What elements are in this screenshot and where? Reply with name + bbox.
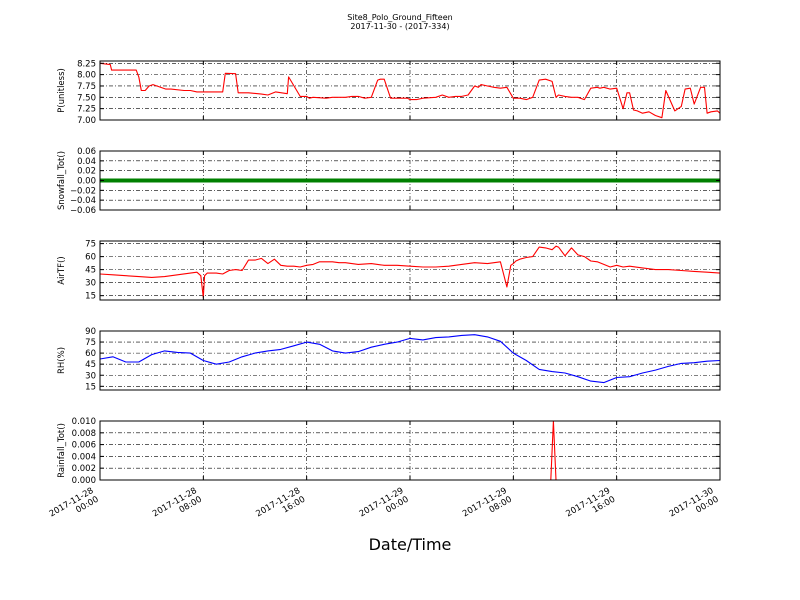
y-axis-label: AirTF() xyxy=(57,256,67,284)
y-tick-label: 7.50 xyxy=(77,93,96,103)
y-tick-label: 7.75 xyxy=(77,82,96,92)
y-axis-label: P(unitless) xyxy=(57,68,67,113)
y-tick-label: 0.004 xyxy=(72,452,96,462)
y-tick-label: 0.008 xyxy=(72,429,96,439)
y-axis-label: Snowfall_Tot() xyxy=(57,151,67,210)
y-tick-label: 0.000 xyxy=(72,476,96,486)
y-tick-label: 30 xyxy=(85,279,96,289)
y-tick-label: 0.02 xyxy=(77,167,96,177)
y-tick-label: −0.04 xyxy=(70,196,96,206)
y-tick-label: 60 xyxy=(85,253,96,263)
subplot-0: 7.007.25 7.507.758.00 8.25 P(unitless) xyxy=(57,59,721,126)
y-tick-label: 45 xyxy=(85,360,96,370)
series-line xyxy=(99,334,721,384)
y-tick-label: 8.00 xyxy=(77,71,96,81)
y-tick-label: 0.010 xyxy=(72,417,96,427)
y-tick-label: 0.002 xyxy=(72,464,96,474)
y-tick-label: 0.006 xyxy=(72,441,96,451)
chart-title: Site8_Polo_Ground_Fifteen xyxy=(347,13,452,22)
y-tick-label: 15 xyxy=(85,292,96,302)
y-tick-label: 0.06 xyxy=(77,147,96,157)
y-tick-label: 8.25 xyxy=(77,59,96,69)
y-tick-label: 45 xyxy=(85,266,96,276)
subplot-1: −0.06−0.04−0.020.000.020.040.06 Snowfall_… xyxy=(57,147,721,216)
chart-subtitle: 2017-11-30 - (2017-334) xyxy=(350,22,449,31)
series-line xyxy=(99,245,721,298)
y-tick-label: 60 xyxy=(85,349,96,359)
y-tick-label: 7.00 xyxy=(77,116,96,126)
y-axis-label: RH(%) xyxy=(57,347,67,374)
y-tick-label: 0.04 xyxy=(77,157,96,167)
y-tick-label: 0.00 xyxy=(77,177,96,187)
y-tick-label: 90 xyxy=(85,327,96,337)
y-tick-label: 7.25 xyxy=(77,105,96,115)
series-line xyxy=(99,62,721,119)
subplot-2: 15 30 45 60 75 AirTF() xyxy=(57,240,721,302)
y-tick-label: 30 xyxy=(85,371,96,381)
y-tick-label: 15 xyxy=(85,382,96,392)
y-tick-label: 75 xyxy=(85,240,96,250)
y-tick-label: −0.02 xyxy=(70,186,96,196)
y-tick-label: 75 xyxy=(85,338,96,348)
x-axis-label: Date/Time xyxy=(369,535,452,554)
y-axis-label: Rainfall_Tot() xyxy=(57,423,67,478)
y-tick-label: −0.06 xyxy=(70,206,96,216)
